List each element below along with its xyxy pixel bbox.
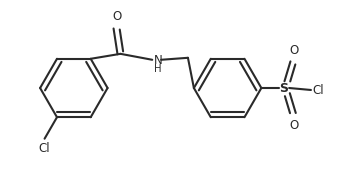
Text: O: O: [289, 119, 299, 132]
Text: Cl: Cl: [312, 84, 324, 98]
Text: H: H: [154, 64, 161, 74]
Text: Cl: Cl: [38, 142, 50, 155]
Text: S: S: [279, 81, 288, 95]
Text: O: O: [112, 10, 121, 23]
Text: N: N: [154, 54, 162, 67]
Text: O: O: [289, 44, 299, 57]
